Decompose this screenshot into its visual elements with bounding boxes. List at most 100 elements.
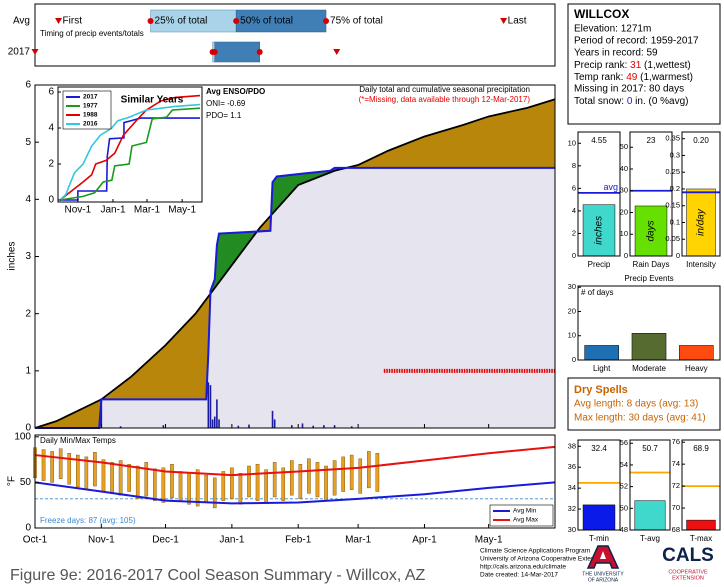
y-tick-label: 6 <box>572 183 576 192</box>
y-tick-label: 50 <box>620 142 628 151</box>
value: 31 <box>630 60 642 71</box>
y-tick-label: 30 <box>620 186 628 195</box>
y-tick-label: 5 <box>25 137 31 148</box>
bar <box>686 188 716 257</box>
x-tick-label: Apr-1 <box>412 535 437 546</box>
dry-spells-box <box>567 377 721 431</box>
bar <box>631 333 667 361</box>
precip-events-label: Precip Events <box>624 274 673 283</box>
daily-precip <box>312 425 314 428</box>
y-tick-label: 3 <box>25 251 31 262</box>
timing-first <box>31 49 39 55</box>
daily-temp <box>127 463 131 492</box>
daily-temp <box>161 467 166 503</box>
timing-q50 <box>211 49 218 55</box>
daily-precip <box>333 425 336 428</box>
caption: Figure 9e: 2016-2017 Cool Season Summary… <box>10 567 426 584</box>
info-line: Missing in 2017: 80 days <box>574 84 684 95</box>
y-tick-label: 36 <box>568 462 576 471</box>
legend-label: 2016 <box>83 121 98 128</box>
observed-line <box>35 166 555 429</box>
y-tick-label: 8 <box>572 161 576 170</box>
daily-precip <box>100 399 103 428</box>
y-tick-label: 40 <box>620 164 628 173</box>
inset-y-tick-label: 2 <box>48 159 54 170</box>
y-tick-label: 0 <box>572 251 576 260</box>
bar <box>679 345 714 361</box>
bar-category: Light <box>593 364 611 373</box>
avg-temp-line <box>34 481 556 505</box>
daily-temp <box>135 465 140 500</box>
footer-line: Date created: 14-Mar-2017 <box>480 572 558 579</box>
footer-line: University of Arizona Cooperative Extens… <box>480 556 607 563</box>
timing-q75 <box>323 18 330 24</box>
timing-first <box>55 18 63 24</box>
bar-value-label: 23 <box>647 136 656 145</box>
daily-temp <box>264 469 268 503</box>
similar-year-line <box>59 107 201 201</box>
y-tick-label: 50 <box>20 477 32 488</box>
temp-rank: Temp rank: 49 (1,warmest) <box>574 72 693 83</box>
info-box <box>567 3 721 125</box>
x-tick-label: Nov-1 <box>88 535 115 546</box>
inset-y-tick-label: 6 <box>48 87 54 98</box>
chart-subtitle: (*=Missing, data available through 12-Ma… <box>359 95 531 104</box>
y-tick-label: 20 <box>620 207 628 216</box>
bar-value-label: 0.20 <box>693 136 709 145</box>
daily-precip <box>273 419 276 428</box>
info-line: Elevation: 1271m <box>574 24 651 35</box>
y-tick-label: 0 <box>676 251 680 260</box>
daily-temp <box>212 477 217 509</box>
daily-temp <box>272 462 277 498</box>
timing-label: 50% of total <box>240 16 293 27</box>
info-line: Years in record: 59 <box>574 48 658 59</box>
daily-temp <box>144 462 149 497</box>
daily-precip <box>248 424 250 428</box>
daily-temp <box>298 463 303 500</box>
station: WILLCOX <box>574 7 629 21</box>
daily-precip <box>211 419 214 428</box>
snow: Total snow: 0 in. (0 %avg) <box>574 96 689 107</box>
timing-label: First <box>63 16 83 27</box>
timing-title: Timing of precip events/totals <box>40 29 144 38</box>
cals-text: COOPERATIVE <box>668 569 708 575</box>
daily-precip <box>237 425 240 428</box>
enso-line: Avg ENSO/PDO <box>206 87 265 96</box>
chart-title: Daily total and cumulative seasonal prec… <box>359 85 530 94</box>
avg-temp-line <box>34 445 556 477</box>
bar-value-label: 32.4 <box>591 444 607 453</box>
similar-year-line <box>59 103 201 201</box>
daily-temp <box>75 454 80 488</box>
daily-temp <box>332 460 337 496</box>
dry-spells-title: Dry Spells <box>574 384 628 396</box>
daily-temp <box>341 456 345 492</box>
box-upper <box>214 41 260 63</box>
inset-x-tick-label: Jan-1 <box>100 205 125 216</box>
daily-temp <box>187 473 191 505</box>
timing-q75 <box>256 49 263 55</box>
x-tick-label: Oct-1 <box>23 535 48 546</box>
bar-title: # of days <box>581 288 613 297</box>
timing-label: 75% of total <box>330 16 383 27</box>
legend-label: 2017 <box>83 94 98 101</box>
x-tick-label: Dec-1 <box>152 535 179 546</box>
y-tick-label: 10 <box>568 331 576 340</box>
inset-x-tick-label: May-1 <box>168 205 196 216</box>
enso-line: PDO= 1.1 <box>206 111 242 120</box>
dry-spells-line: Avg length: 8 days (avg: 13) <box>574 399 698 410</box>
daily-temp <box>255 463 260 501</box>
y-tick-label: 68 <box>672 525 680 534</box>
y-tick-label: 0 <box>25 523 31 534</box>
similar-year-line <box>59 94 201 201</box>
daily-precip <box>323 425 325 428</box>
daily-precip <box>162 425 165 428</box>
bar-category: Rain Days <box>633 260 670 269</box>
info-line: Period of record: 1959-2017 <box>574 36 699 47</box>
daily-temp <box>58 448 63 479</box>
y-tick-label: 54 <box>620 460 628 469</box>
daily-precip <box>290 425 293 428</box>
similar-year-line <box>60 117 200 201</box>
y-tick-label: 2 <box>572 228 576 237</box>
x-tick-label: Jan-1 <box>219 535 244 546</box>
daily-temp <box>375 453 380 492</box>
